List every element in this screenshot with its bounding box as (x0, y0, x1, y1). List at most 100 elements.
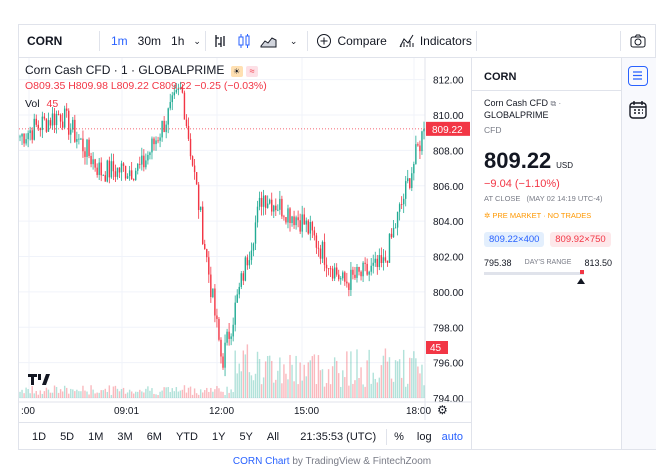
volume-bar (248, 372, 251, 398)
chart-pane[interactable]: 812.00 810.00 808.00 806.00 804.00 802.00 800.… (19, 58, 471, 420)
sun-icon: ☀ (230, 66, 243, 77)
candle-body (305, 220, 307, 225)
range-ytd[interactable]: YTD (175, 430, 198, 443)
candle-body (264, 195, 267, 208)
range-3m[interactable]: 3M (117, 430, 133, 443)
candle-body (277, 209, 279, 211)
external-link-icon[interactable]: ⧉ · (550, 99, 562, 108)
candle-body (193, 165, 196, 173)
volume-bar (78, 391, 80, 398)
candle-body (179, 87, 182, 89)
candles-style-icon[interactable] (236, 33, 252, 49)
candle-body (135, 170, 137, 180)
range-buttons: 1D 5D 1M 3M 6M YTD 1Y 5Y All (19, 431, 286, 443)
interval-1h[interactable]: 1h (171, 34, 185, 48)
volume-bar (167, 387, 169, 398)
clock[interactable]: 21:35:53 (UTC) (300, 430, 377, 443)
time-tick: 15:00 (294, 406, 319, 417)
compare-button[interactable]: Compare (308, 25, 394, 57)
top-toolbar: CORN 1m 30m 1h ⌄ ⌄ Compare Indicators (19, 25, 655, 58)
candle-body (76, 139, 78, 142)
volume-bar (82, 385, 84, 398)
candle-body (195, 172, 198, 185)
volume-bar (86, 391, 88, 398)
log-toggle[interactable]: log (416, 430, 432, 443)
candle-body (181, 87, 184, 93)
day-range-row: 795.38 DAY'S RANGE 813.50 (484, 258, 612, 268)
candle-body (143, 155, 145, 168)
interval-1m[interactable]: 1m (111, 34, 128, 48)
volume-bar (169, 391, 171, 398)
range-6m[interactable]: 6M (146, 430, 162, 443)
divider (99, 31, 100, 51)
candle-body (224, 342, 226, 368)
volume-bar (356, 349, 358, 398)
bars-style-icon[interactable] (212, 33, 228, 49)
chevron-down-icon[interactable]: ⌄ (289, 35, 298, 46)
symbol-search[interactable]: CORN (27, 34, 63, 48)
compare-label: Compare (337, 34, 387, 48)
watchlist-icon[interactable] (628, 66, 648, 86)
volume-bar (264, 361, 267, 398)
volume-bar (185, 392, 188, 398)
price-chart[interactable]: 812.00 810.00 808.00 806.00 804.00 802.00 800.… (19, 58, 471, 420)
side-name[interactable]: Corn Cash CFD (484, 98, 549, 108)
chevron-down-icon[interactable]: ⌄ (193, 35, 201, 46)
gear-icon[interactable]: ⚙ (437, 403, 448, 417)
volume-bar (84, 390, 86, 398)
legend-low: L809.22 (110, 80, 149, 92)
range-1d[interactable]: 1D (32, 430, 47, 443)
candle-body (157, 140, 159, 142)
volume-bar (74, 391, 76, 398)
candle-body (307, 220, 309, 234)
candle-body (421, 131, 423, 152)
volume-bar (299, 362, 301, 398)
percent-toggle[interactable]: % (394, 430, 404, 443)
volume-bar (268, 355, 271, 398)
wave-icon: ≈ (246, 66, 259, 77)
candle-body (297, 217, 299, 221)
indicators-button[interactable]: Indicators (395, 25, 476, 57)
candle-body (151, 138, 153, 153)
candle-body (208, 257, 210, 275)
candle-body (31, 130, 33, 140)
candle-body (244, 257, 247, 281)
volume-bar (307, 362, 309, 398)
volume-bar (135, 391, 137, 398)
candle-body (120, 163, 123, 173)
calendar-icon[interactable] (628, 100, 648, 120)
volume-bar (143, 392, 145, 398)
candle-body (55, 113, 58, 126)
area-style-icon[interactable] (260, 33, 278, 49)
auto-toggle[interactable]: auto (441, 430, 463, 443)
interval-30m[interactable]: 30m (137, 34, 162, 48)
last-price-tag (426, 121, 470, 136)
range-all[interactable]: All (266, 430, 280, 443)
candle-body (388, 233, 391, 263)
candle-body (43, 116, 46, 119)
premarket-label: PRE MARKET · NO TRADES (492, 211, 592, 220)
candle-body (82, 138, 84, 152)
last-price-label: 809.22 (432, 125, 463, 136)
price-tick: 794.00 (433, 394, 464, 405)
volume-bar (204, 390, 206, 398)
volume-bar (390, 378, 393, 398)
volume-bar (151, 388, 153, 398)
divider (620, 31, 621, 51)
volume-bar (256, 351, 259, 398)
volume-bar (303, 364, 305, 398)
candle-body (419, 145, 421, 152)
snapshot-button[interactable] (621, 25, 655, 57)
candle-body (382, 257, 385, 263)
candle-body (285, 217, 287, 223)
candle-body (327, 268, 330, 270)
range-1y[interactable]: 1Y (211, 430, 226, 443)
chart-link[interactable]: CORN Chart (232, 456, 290, 467)
volume-bar (92, 389, 94, 398)
candle-body (291, 216, 293, 224)
range-1m[interactable]: 1M (88, 430, 104, 443)
time-tick: 09:01 (114, 406, 139, 417)
tradingview-logo[interactable] (27, 372, 51, 386)
range-5d[interactable]: 5D (60, 430, 75, 443)
range-5y[interactable]: 5Y (239, 430, 253, 443)
